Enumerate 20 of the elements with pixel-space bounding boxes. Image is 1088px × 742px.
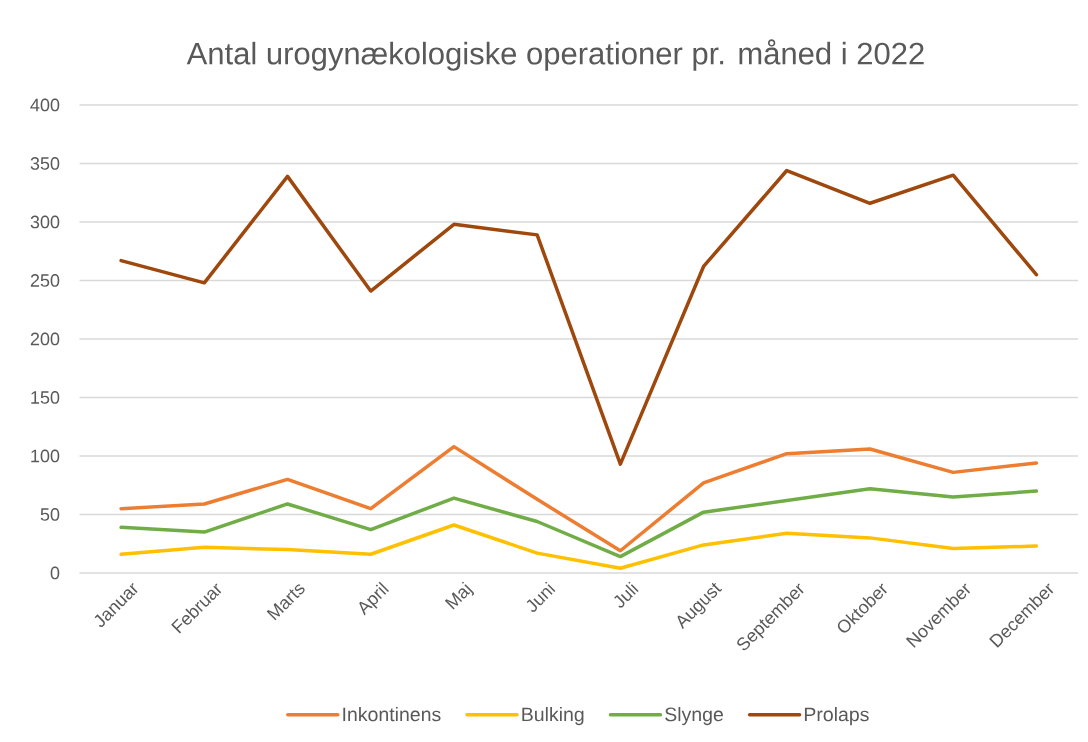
legend-label: Prolaps (804, 706, 869, 726)
line-series (119, 523, 1039, 571)
legend-label: Inkontinens (343, 706, 441, 722)
y-tick-label: 150 (31, 391, 60, 404)
x-tick-label: Maj (444, 581, 475, 610)
y-tick-label: 300 (30, 215, 60, 229)
x-tick-label: Juni (526, 581, 556, 612)
x-tick-label: Juli (614, 581, 639, 608)
y-tick-label: 400 (30, 98, 60, 112)
line-series (119, 444, 1039, 553)
legend-label: Slynge (665, 706, 723, 726)
y-tick-label: 200 (30, 332, 60, 346)
y-tick-label: 250 (30, 274, 60, 287)
y-tick-label: 50 (40, 508, 60, 521)
y-tick-label: 350 (30, 157, 60, 170)
chart-title: Antal urogynækologiske operationer pr. måned i 2022 (186, 39, 924, 71)
y-tick-label: 100 (31, 449, 60, 463)
y-tick-label: 0 (50, 566, 60, 580)
legend-label: Bulking (522, 706, 584, 726)
line-series (119, 168, 1039, 466)
